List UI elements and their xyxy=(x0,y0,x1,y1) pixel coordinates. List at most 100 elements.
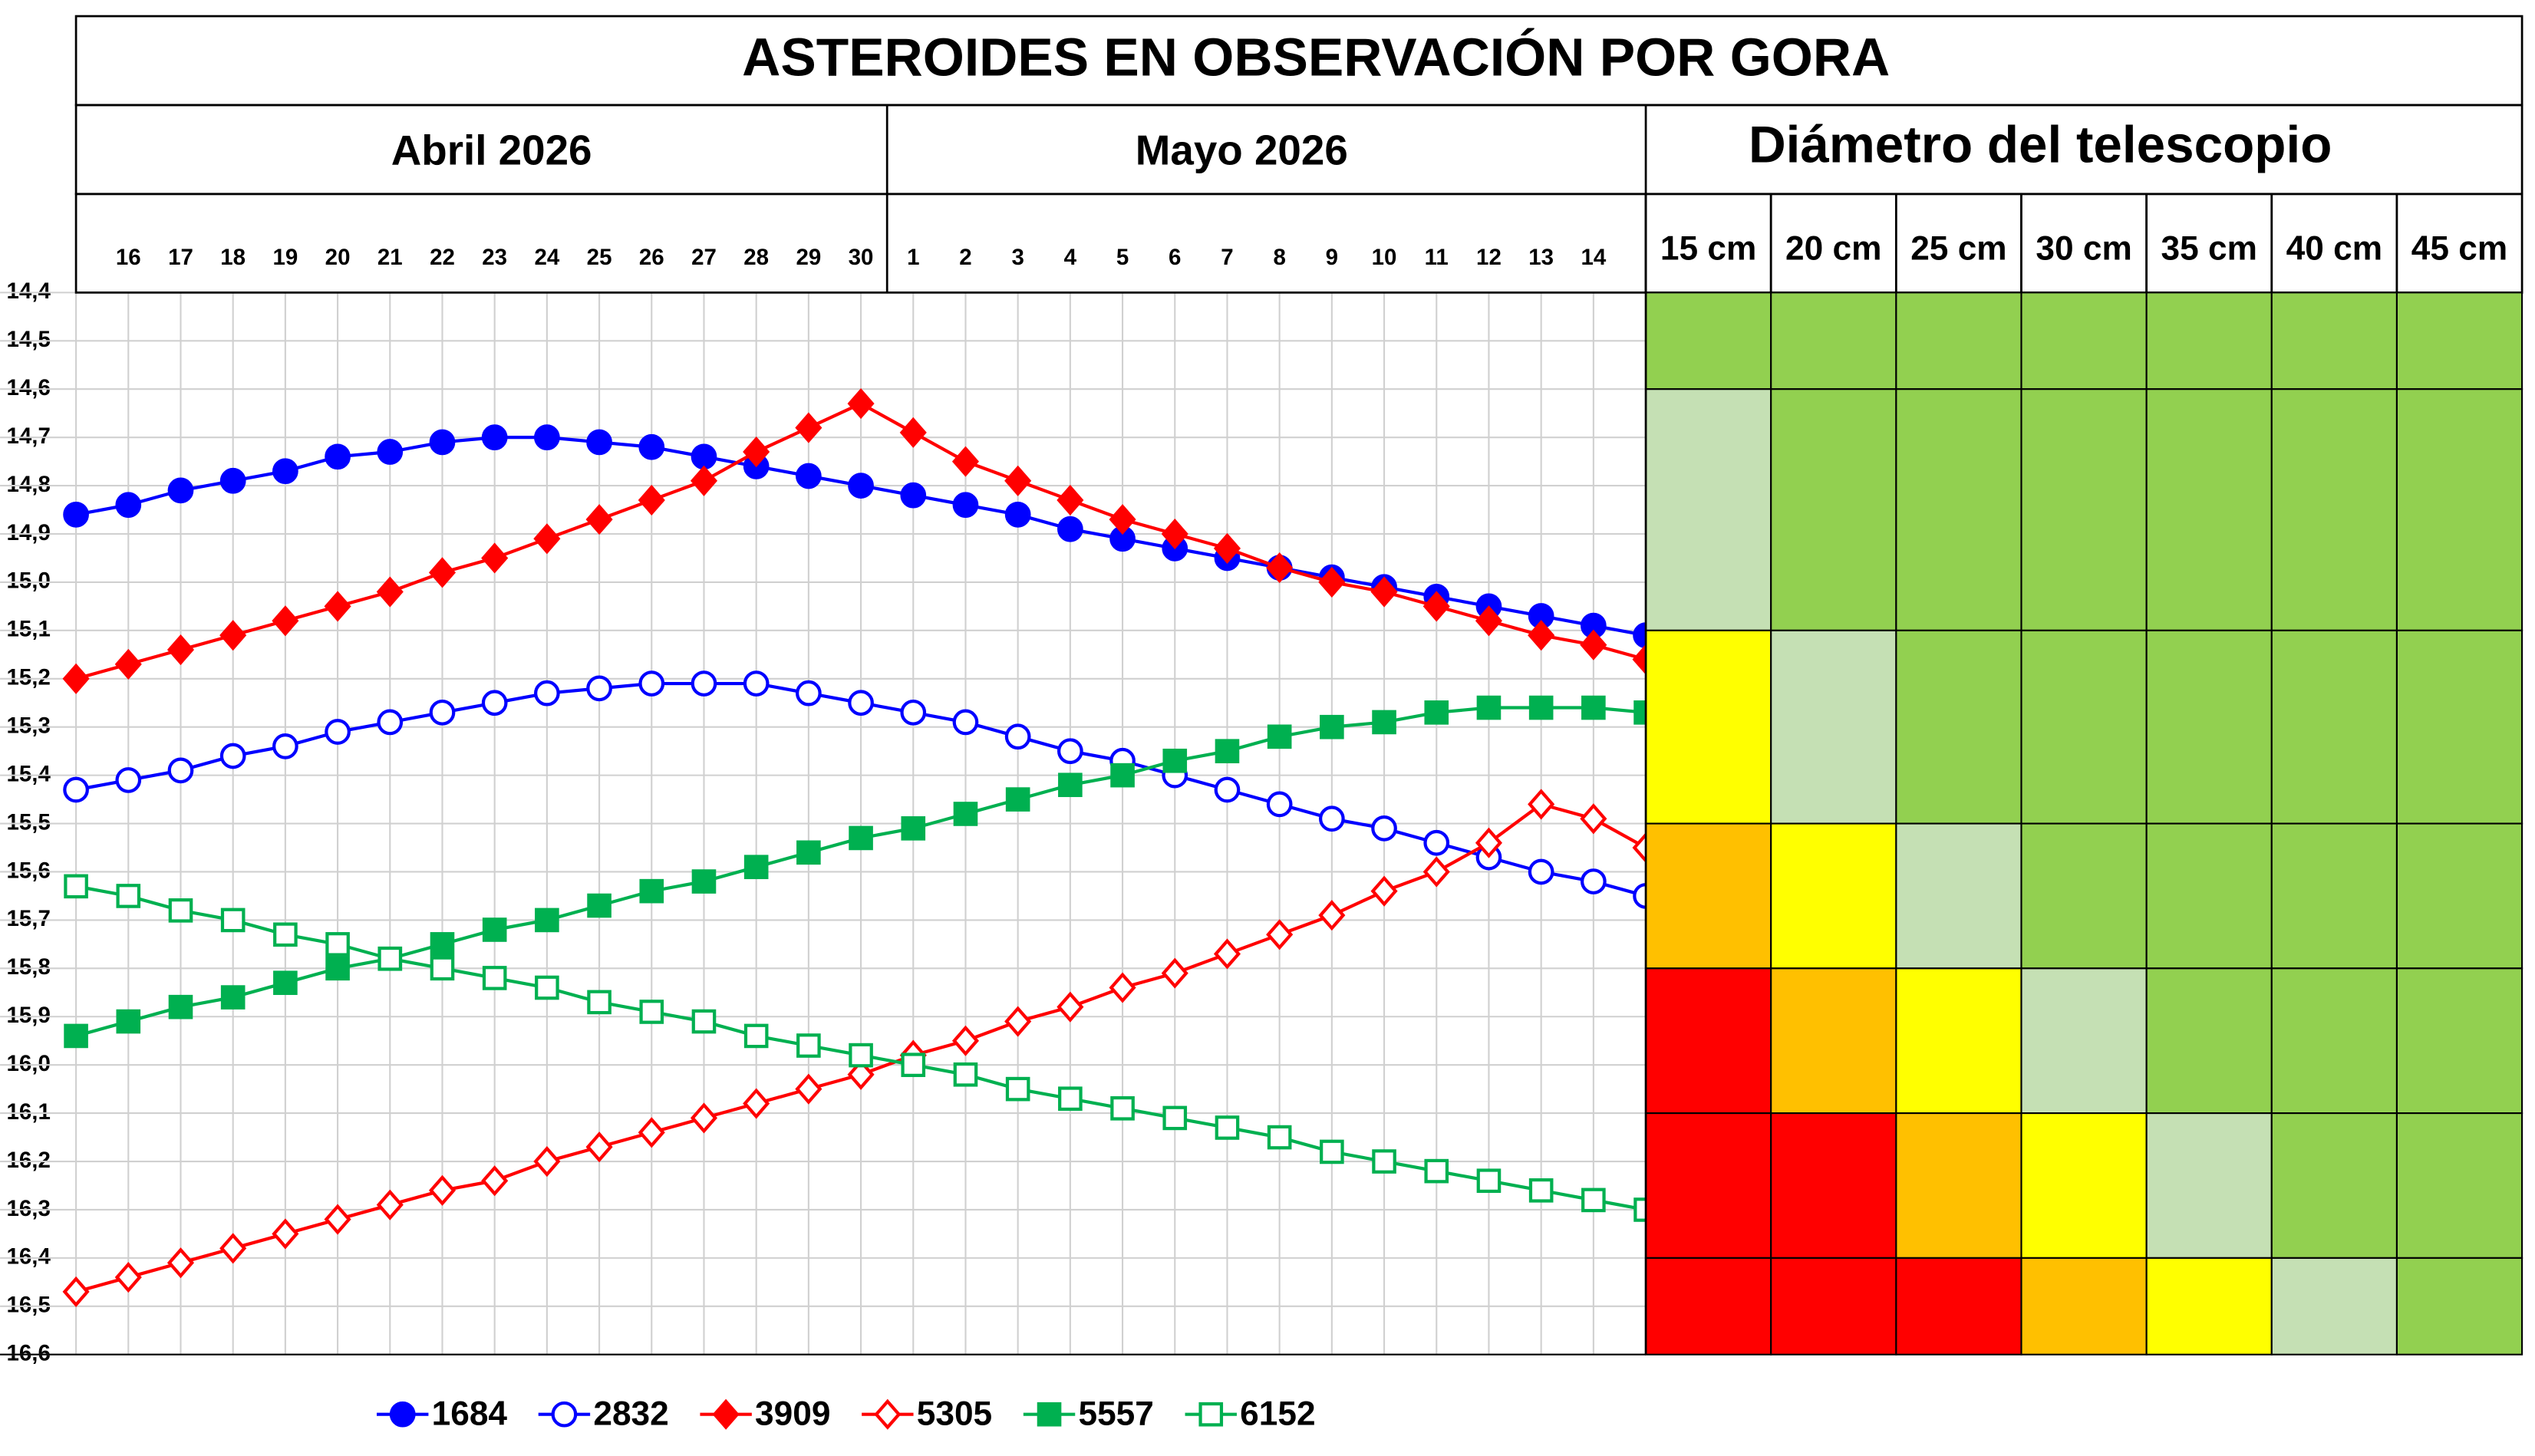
table-cell xyxy=(2270,629,2398,825)
marker xyxy=(482,966,507,990)
marker xyxy=(585,504,613,535)
marker xyxy=(272,458,298,485)
legend-marker xyxy=(1037,1402,1062,1427)
marker xyxy=(1370,875,1398,907)
table-cell xyxy=(1895,1257,2022,1356)
column-header xyxy=(1894,193,2022,294)
marker xyxy=(1475,605,1503,637)
x-tick-label: 29 xyxy=(796,245,821,270)
x-tick-label: 24 xyxy=(534,245,559,270)
marker xyxy=(1057,516,1083,542)
marker xyxy=(1058,772,1083,798)
table-cell xyxy=(2145,292,2273,390)
table-cell xyxy=(1645,629,1772,825)
marker xyxy=(116,1009,141,1034)
marker xyxy=(1528,620,1555,651)
marker xyxy=(796,1033,821,1058)
marker xyxy=(743,1023,769,1049)
marker xyxy=(429,699,456,726)
table-cell xyxy=(1645,967,1772,1115)
table-cell xyxy=(2020,388,2148,631)
marker xyxy=(1372,1149,1396,1174)
marker xyxy=(1370,576,1398,608)
marker xyxy=(1422,591,1450,622)
x-tick-label: 8 xyxy=(1273,245,1285,270)
x-tick-label: 3 xyxy=(1011,245,1024,270)
marker xyxy=(377,946,403,971)
marker xyxy=(1318,900,1346,931)
x-tick-label: 23 xyxy=(482,245,507,270)
marker xyxy=(272,733,298,759)
marker xyxy=(638,1117,665,1148)
marker xyxy=(1005,787,1030,812)
marker xyxy=(430,932,455,957)
marker xyxy=(848,690,874,716)
marker xyxy=(847,388,875,420)
marker xyxy=(1004,501,1031,528)
marker xyxy=(324,1204,351,1235)
column-header xyxy=(2020,193,2148,294)
y-tick-label: 15,4 xyxy=(6,761,51,786)
day-row xyxy=(74,193,1647,294)
marker xyxy=(534,424,560,451)
marker xyxy=(952,709,979,736)
x-tick-label: 2 xyxy=(959,245,971,270)
marker xyxy=(953,1062,978,1087)
table-cell xyxy=(1895,1112,2022,1259)
marker xyxy=(273,922,298,947)
marker xyxy=(325,956,350,981)
table-title: Diámetro del telescopio xyxy=(1749,117,2332,174)
marker xyxy=(64,874,88,899)
marker xyxy=(64,1023,88,1049)
marker xyxy=(586,675,612,702)
x-tick-label: 6 xyxy=(1169,245,1181,270)
table-cell xyxy=(1770,1112,1897,1259)
marker xyxy=(847,1059,875,1090)
marker xyxy=(1581,868,1607,894)
marker xyxy=(1476,695,1502,720)
table-cell xyxy=(1895,292,2022,390)
marker xyxy=(743,670,770,697)
marker xyxy=(1161,957,1188,989)
legend-marker xyxy=(712,1398,740,1430)
marker xyxy=(638,484,665,516)
table-cell xyxy=(1770,1257,1897,1356)
marker xyxy=(1057,738,1083,765)
column-label: 35 cm xyxy=(2161,229,2257,267)
column-label: 25 cm xyxy=(1910,229,2006,267)
marker xyxy=(1162,1105,1188,1131)
y-tick-label: 14,8 xyxy=(6,472,50,497)
legend-label: 2832 xyxy=(593,1395,668,1432)
marker xyxy=(533,1145,561,1178)
marker xyxy=(1110,763,1135,788)
marker xyxy=(168,994,193,1020)
table-cell xyxy=(1770,388,1897,631)
y-tick-label: 14,4 xyxy=(6,278,51,304)
marker xyxy=(691,670,717,697)
marker xyxy=(219,743,246,769)
marker xyxy=(1580,803,1607,835)
marker xyxy=(168,898,193,923)
marker xyxy=(1004,1006,1032,1037)
marker xyxy=(1109,504,1136,535)
marker xyxy=(481,424,508,451)
column-label: 45 cm xyxy=(2411,229,2507,267)
y-tick-label: 16,0 xyxy=(6,1051,50,1076)
marker xyxy=(585,1132,613,1163)
table-cell xyxy=(2395,1257,2523,1356)
x-tick-label: 26 xyxy=(639,245,664,270)
table-cell xyxy=(2270,292,2398,390)
y-tick-label: 16,1 xyxy=(6,1099,50,1125)
y-tick-label: 14,7 xyxy=(6,423,50,449)
legend-label: 6152 xyxy=(1240,1395,1315,1432)
y-tick-label: 15,2 xyxy=(6,665,50,690)
marker xyxy=(587,990,611,1015)
marker xyxy=(325,719,351,745)
y-tick-label: 15,3 xyxy=(6,713,50,739)
marker xyxy=(533,523,561,555)
table-cell xyxy=(1770,629,1897,825)
marker xyxy=(638,670,665,697)
marker xyxy=(796,840,821,865)
marker xyxy=(1161,518,1188,550)
